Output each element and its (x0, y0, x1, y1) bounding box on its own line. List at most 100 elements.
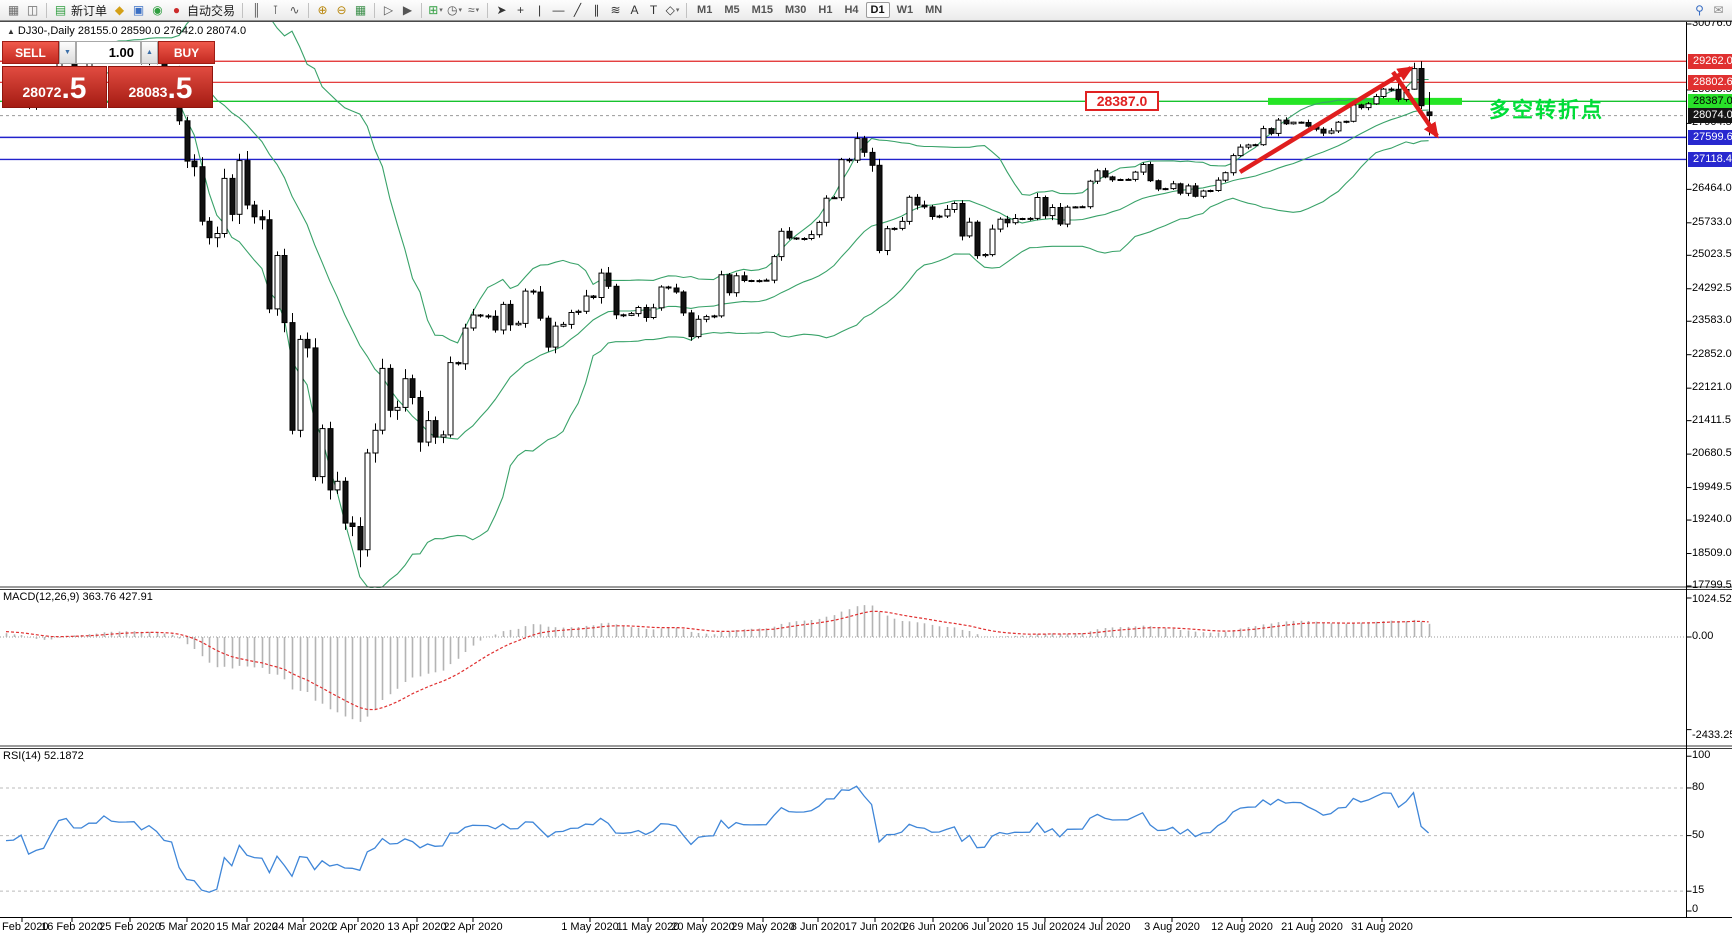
line-chart-icon[interactable]: ∿ (289, 3, 300, 17)
ask-price[interactable]: 28083.5 (108, 66, 213, 108)
axis-label: 80 (1692, 780, 1705, 793)
new-chart-icon[interactable]: ▦ (7, 3, 20, 17)
shapes-icon[interactable]: ◇ ▾ (665, 3, 680, 17)
timeframe-h1[interactable]: H1 (818, 4, 833, 16)
level-annotation-box: 28387.0 (1085, 91, 1159, 111)
bid-price[interactable]: 28072.5 (2, 66, 107, 108)
price-badge: 28387.0 (1688, 93, 1732, 109)
ask-dec: .5 (167, 72, 193, 105)
hline-icon[interactable]: — (552, 3, 565, 17)
date-label: 17 Jun 2020 (844, 921, 906, 933)
fibo-icon[interactable]: ≋ (610, 3, 621, 17)
templates-icon[interactable]: ≈ ▾ (467, 3, 480, 17)
timeframe-d1[interactable]: D1 (865, 2, 890, 18)
period-clock-icon[interactable]: ◷ ▾ (447, 3, 463, 17)
axis-label: 24292.5 (1692, 281, 1732, 294)
channel-icon[interactable]: ∥ (593, 3, 600, 17)
new-order-icon-label[interactable]: 新订单 (71, 3, 108, 18)
toolbar-separator (308, 2, 310, 18)
signals-icon[interactable]: ◉ (152, 3, 163, 17)
candles-chart-icon[interactable]: ⊺ (272, 3, 279, 17)
toolbar-separator (686, 2, 688, 18)
date-label: 29 May 2020 (731, 921, 795, 933)
date-label: 25 Feb 2020 (99, 921, 161, 933)
axis-label: 0 (1692, 903, 1699, 915)
date-label: 6 Jul 2020 (962, 921, 1014, 933)
axis-label: 22852.0 (1692, 347, 1732, 360)
label-icon[interactable]: T (649, 3, 658, 17)
date-label: 2 Apr 2020 (331, 921, 385, 933)
timeframe-w1[interactable]: W1 (896, 4, 914, 16)
tile-windows-icon[interactable]: ▦ (354, 3, 367, 17)
axis-label: 20680.5 (1692, 447, 1732, 460)
timeframe-m15[interactable]: M15 (751, 4, 773, 16)
price-badge: 27599.6 (1688, 129, 1732, 145)
date-label: 11 May 2020 (616, 921, 680, 933)
bid-dec: .5 (61, 72, 87, 105)
symbol-ohlc: 28155.0 28590.0 27642.0 28074.0 (77, 25, 247, 37)
macd-values: 363.76 427.91 (82, 591, 153, 603)
axis-label: 25023.5 (1692, 248, 1732, 261)
vline-icon[interactable]: | (537, 3, 542, 17)
dropdown-caret-icon: ▾ (675, 7, 680, 14)
date-label: 21 Aug 2020 (1281, 921, 1343, 933)
chart-profiles-icon[interactable]: ◫ (26, 3, 39, 17)
timeframe-m1[interactable]: M1 (697, 4, 713, 16)
axis-label: 17799.5 (1692, 579, 1732, 591)
turning-point-annotation: 多空转折点 (1489, 98, 1604, 122)
search-icon[interactable]: ⚲ (1695, 3, 1704, 17)
timeframe-m30[interactable]: M30 (785, 4, 807, 16)
rsi-indicator-label: RSI(14) 52.1872 (3, 750, 84, 762)
axis-label: 18509.0 (1692, 546, 1732, 559)
axis-label: 100 (1692, 749, 1711, 762)
axis-label: 19240.0 (1692, 513, 1732, 526)
add-indicator-icon[interactable]: ⊞ ▾ (428, 3, 443, 17)
axis-label: 22121.0 (1692, 381, 1732, 394)
cursor-icon[interactable]: ➤ (496, 3, 507, 17)
ask-int: 28083 (128, 84, 168, 100)
timeframe-mn[interactable]: MN (925, 4, 943, 16)
auto-scroll-icon[interactable]: ▷ (383, 3, 394, 17)
buy-button[interactable]: BUY (158, 41, 215, 64)
toolbar-right: ⚲ ✉ (1690, 2, 1728, 19)
axis-label: 26464.0 (1692, 182, 1732, 195)
date-label: Feb 2020 (2, 921, 49, 933)
zoom-in-icon[interactable]: ⊕ (317, 3, 328, 17)
sell-button[interactable]: SELL (2, 41, 59, 64)
date-label: 8 Jun 2020 (790, 921, 846, 933)
date-label: 22 Apr 2020 (443, 921, 503, 933)
volume-down-button[interactable]: ▼ (59, 41, 76, 64)
date-label: 12 Aug 2020 (1211, 921, 1273, 933)
rsi-value: 52.1872 (43, 750, 84, 762)
date-label: 3 Aug 2020 (1144, 921, 1200, 933)
timeframe-m5[interactable]: M5 (724, 4, 740, 16)
chart-shift-icon[interactable]: ▶ (402, 3, 413, 17)
history-center-icon[interactable]: ◆ (114, 3, 125, 17)
autotrading-icon-label[interactable]: 自动交易 (187, 3, 236, 18)
new-order-icon[interactable]: ▤ (54, 3, 67, 17)
zoom-out-icon[interactable]: ⊖ (336, 3, 347, 17)
toolbar-separator (421, 2, 423, 18)
crosshair-icon[interactable]: + (517, 3, 525, 17)
date-label: 26 Jun 2020 (902, 921, 964, 933)
timeframe-h4[interactable]: H4 (844, 4, 859, 16)
axis-label: 23583.0 (1692, 314, 1732, 327)
axis-label: 0.00 (1692, 630, 1714, 642)
price-badge: 27118.4 (1688, 151, 1732, 167)
volume-input[interactable] (76, 41, 141, 64)
text-icon[interactable]: A (630, 3, 639, 17)
chat-icon[interactable]: ✉ (1713, 3, 1724, 17)
market-icon[interactable]: ▣ (132, 3, 145, 17)
date-label: 13 Apr 2020 (387, 921, 447, 933)
symbol-title: ▲ DJ30-,Daily 28155.0 28590.0 27642.0 280… (7, 25, 246, 37)
autotrading-icon[interactable]: ● (172, 3, 181, 17)
volume-up-button[interactable]: ▲ (141, 41, 158, 64)
one-click-trading-panel: SELL ▼ ▲ BUY 28072.5 28083.5 (2, 41, 215, 108)
bars-chart-icon[interactable]: ║ (252, 3, 261, 17)
trendline-icon[interactable]: ╱ (573, 3, 582, 17)
symbol-name: DJ30-,Daily (17, 25, 75, 37)
date-label: 24 Jul 2020 (1073, 921, 1131, 933)
toolbar: ▦ ◫ ▤ 新订单 ◆ ▣ ◉ ● 自动交易 ║ ⊺ ∿ ⊕ ⊖ ▦ ▷ ▶ ⊞ ▾ ◷ ▾ ≈ ▾ ➤ + | — ╱ ∥ ≋ A T ◇ ▾ M… (0, 0, 1732, 21)
date-label: 15 Mar 2020 (216, 921, 278, 933)
